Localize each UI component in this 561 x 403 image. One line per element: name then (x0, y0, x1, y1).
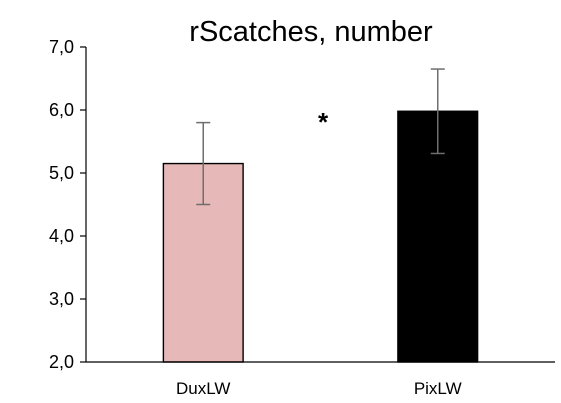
error-bars-group (196, 68, 445, 206)
x-tick-label: DuxLW (176, 379, 230, 398)
y-axis-ticks: 2,0 3,0 4,0 5,0 6,0 7,0 (49, 37, 86, 372)
y-tick-label: 6,0 (49, 100, 74, 120)
bars-group (162, 110, 479, 363)
significance-asterisk: * (318, 107, 329, 137)
x-tick-label: PixLW (414, 379, 462, 398)
y-tick-label: 7,0 (49, 37, 74, 57)
y-tick-label: 4,0 (49, 226, 74, 246)
chart-title: rScatches, number (189, 16, 433, 48)
x-axis-labels: DuxLW PixLW (176, 379, 462, 398)
y-tick-label: 3,0 (49, 289, 74, 309)
y-tick-label: 2,0 (49, 352, 74, 372)
y-tick-label: 5,0 (49, 163, 74, 183)
